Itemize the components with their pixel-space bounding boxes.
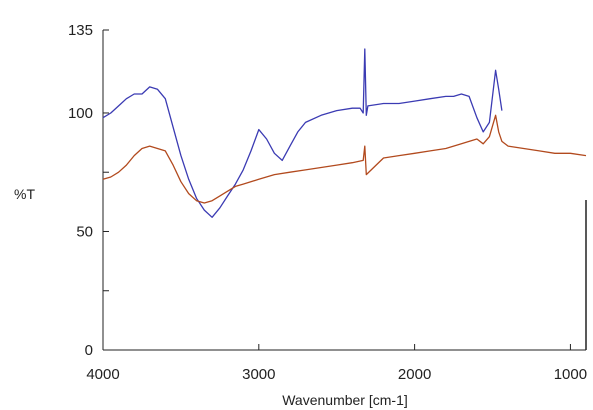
y-axis-ticks: 0 50 100 135 (68, 22, 109, 359)
x-axis-ticks: 4000 3000 2000 1000 (86, 344, 587, 383)
x-tick-label: 3000 (242, 366, 275, 383)
y-tick-label: 0 (85, 342, 93, 359)
y-axis-label: %T (14, 186, 35, 202)
y-tick-label: 50 (76, 223, 93, 240)
y-tick-label: 135 (68, 22, 93, 39)
series-group (102, 48, 587, 218)
series-line-2 (102, 114, 587, 204)
y-tick-label: 100 (68, 105, 93, 122)
x-tick-label: 2000 (398, 366, 431, 383)
x-axis-label: Wavenumber [cm-1] (282, 392, 408, 408)
plot-area: 0 50 100 135 4000 3000 2000 1000 (68, 22, 587, 383)
x-tick-label: 4000 (86, 366, 119, 383)
series-line-1 (102, 48, 503, 218)
x-tick-label: 1000 (554, 366, 587, 383)
